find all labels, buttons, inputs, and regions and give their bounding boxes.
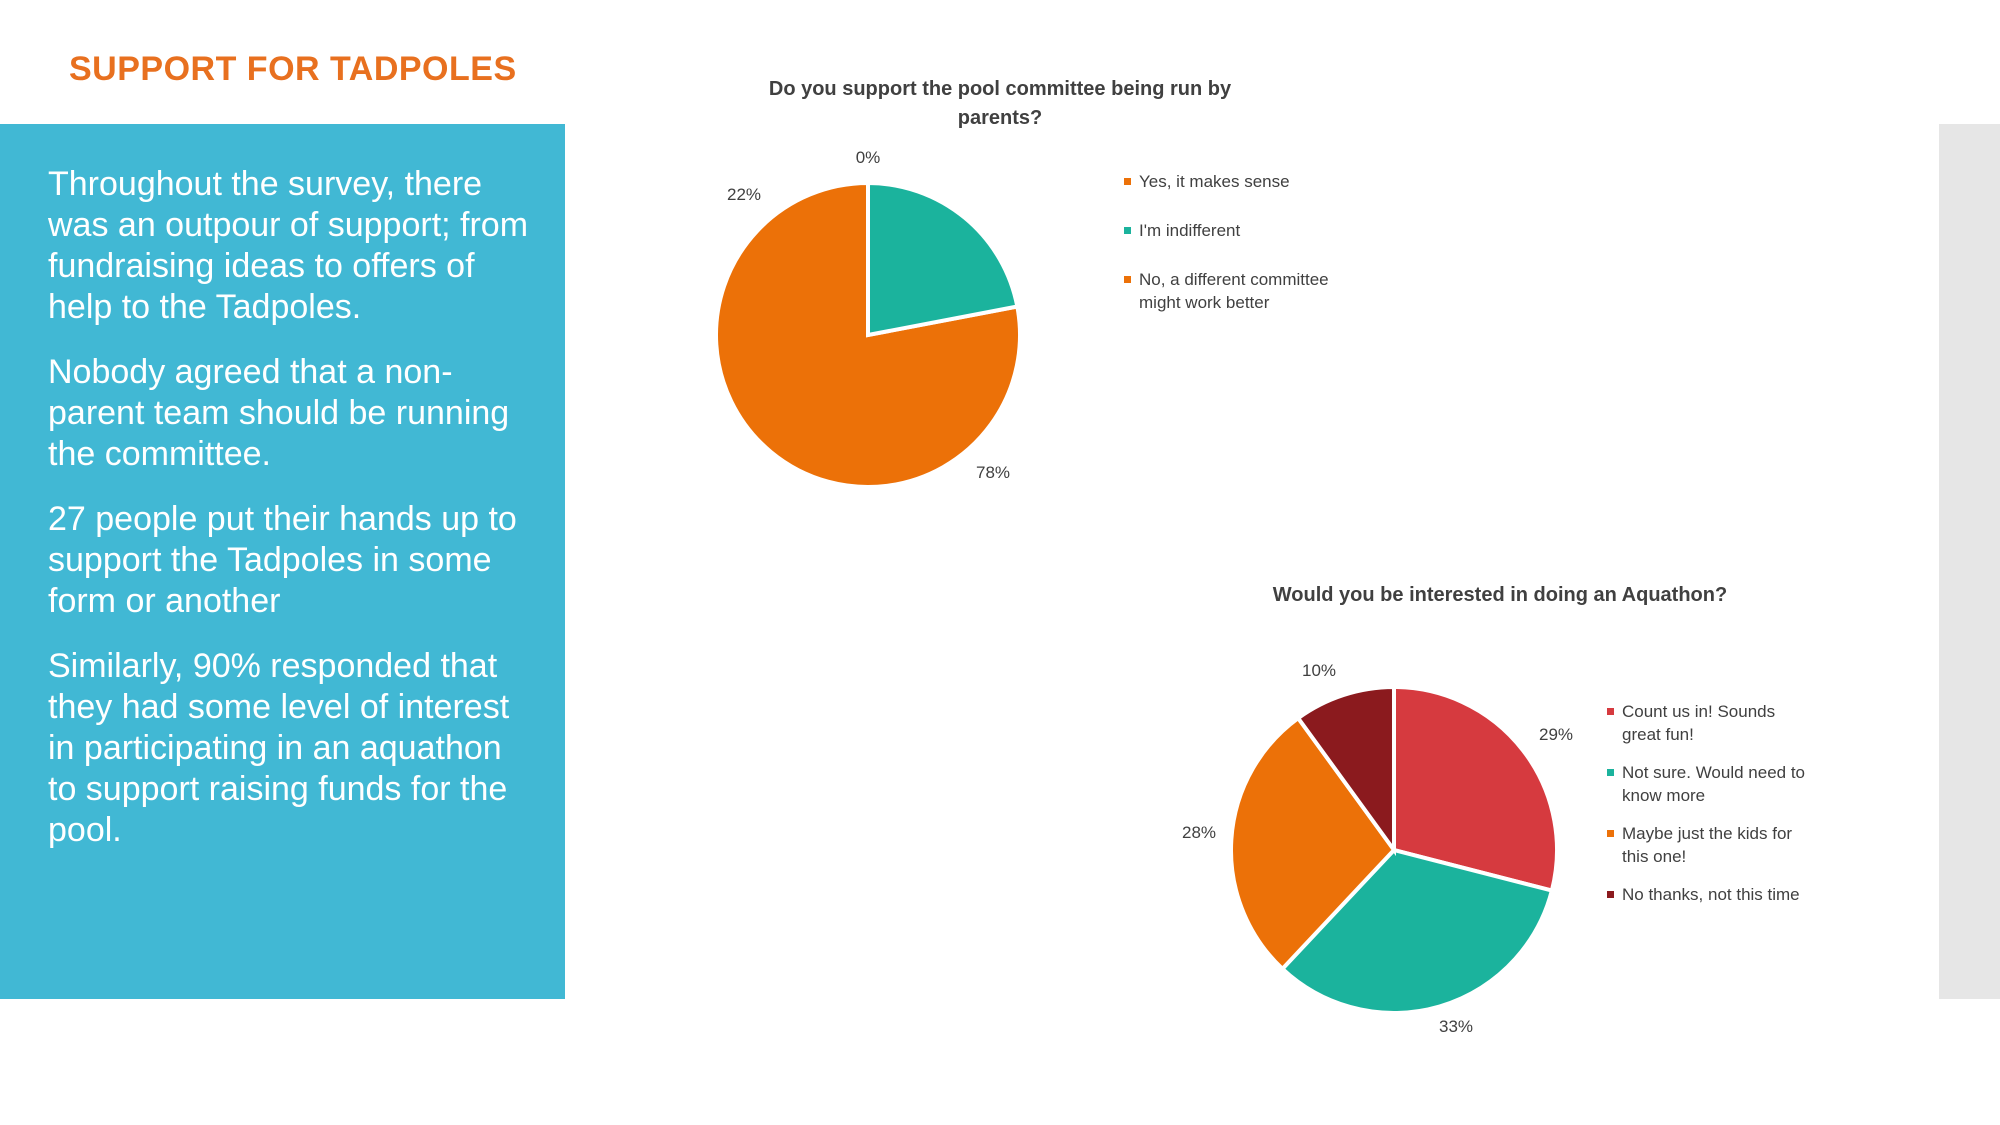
data-label-no: 0% bbox=[856, 148, 881, 167]
data-label-not-sure: 33% bbox=[1439, 1017, 1473, 1036]
summary-paragraph-support: Throughout the survey, there was an outp… bbox=[48, 165, 529, 326]
summary-panel: Throughout the survey, there was an outp… bbox=[0, 124, 565, 999]
side-strip bbox=[1939, 124, 2000, 999]
legend-swatch bbox=[1124, 276, 1131, 283]
slice-no-thanks bbox=[1295, 684, 1396, 857]
slice-kids-only bbox=[1229, 715, 1397, 972]
slice-not-sure bbox=[1279, 847, 1555, 1015]
slide-title: SUPPORT FOR TADPOLES bbox=[69, 50, 517, 88]
data-label-no-thanks: 10% bbox=[1302, 661, 1336, 680]
legend-label: Count us in! Sounds great fun! bbox=[1622, 702, 1776, 744]
legend-label: I'm indifferent bbox=[1139, 221, 1241, 240]
chart-committee-title: Do you support the pool committee being … bbox=[768, 78, 1232, 129]
slice-count-us-in bbox=[1392, 684, 1559, 893]
legend-item-indifferent: I'm indifferent bbox=[1124, 219, 1344, 242]
legend-label: Maybe just the kids for this one! bbox=[1622, 824, 1793, 866]
legend-item-not-sure: Not sure. Would need to know more bbox=[1607, 761, 1817, 807]
data-label-count-us-in: 29% bbox=[1539, 725, 1573, 744]
legend-item-no-thanks: No thanks, not this time bbox=[1607, 883, 1817, 906]
legend-label: No thanks, not this time bbox=[1622, 885, 1800, 904]
legend-item-kids-only: Maybe just the kids for this one! bbox=[1607, 822, 1817, 868]
legend-label: Not sure. Would need to know more bbox=[1622, 763, 1806, 805]
data-label-indifferent: 22% bbox=[727, 185, 761, 204]
legend-label: No, a different committee might work bet… bbox=[1139, 270, 1329, 312]
legend-label: Yes, it makes sense bbox=[1139, 172, 1290, 191]
legend-swatch bbox=[1607, 769, 1614, 776]
legend-swatch bbox=[1607, 830, 1614, 837]
legend-swatch bbox=[1607, 708, 1614, 715]
legend-swatch bbox=[1124, 227, 1131, 234]
data-label-kids-only: 28% bbox=[1182, 823, 1216, 842]
legend-swatch bbox=[1607, 891, 1614, 898]
legend-swatch bbox=[1124, 178, 1131, 185]
summary-text: Throughout the survey, there was an outp… bbox=[48, 164, 538, 875]
chart-aquathon-legend: Count us in! Sounds great fun! Not sure.… bbox=[1607, 700, 1817, 921]
legend-item-no: No, a different committee might work bet… bbox=[1124, 268, 1344, 314]
summary-paragraph-committee: Nobody agreed that a non-parent team sho… bbox=[48, 353, 510, 473]
slice-yes bbox=[714, 180, 1022, 489]
summary-paragraph-aquathon: Similarly, 90% responded that they had s… bbox=[48, 647, 510, 849]
slice-indifferent bbox=[866, 180, 1020, 338]
legend-item-count-us-in: Count us in! Sounds great fun! bbox=[1607, 700, 1817, 746]
chart-committee-legend: Yes, it makes sense I'm indifferent No, … bbox=[1124, 170, 1344, 340]
chart-aquathon-title: Would you be interested in doing an Aqua… bbox=[1272, 584, 1728, 606]
legend-item-yes: Yes, it makes sense bbox=[1124, 170, 1344, 193]
summary-paragraph-volunteers: 27 people put their hands up to support … bbox=[48, 500, 517, 620]
data-label-yes: 78% bbox=[976, 463, 1010, 482]
